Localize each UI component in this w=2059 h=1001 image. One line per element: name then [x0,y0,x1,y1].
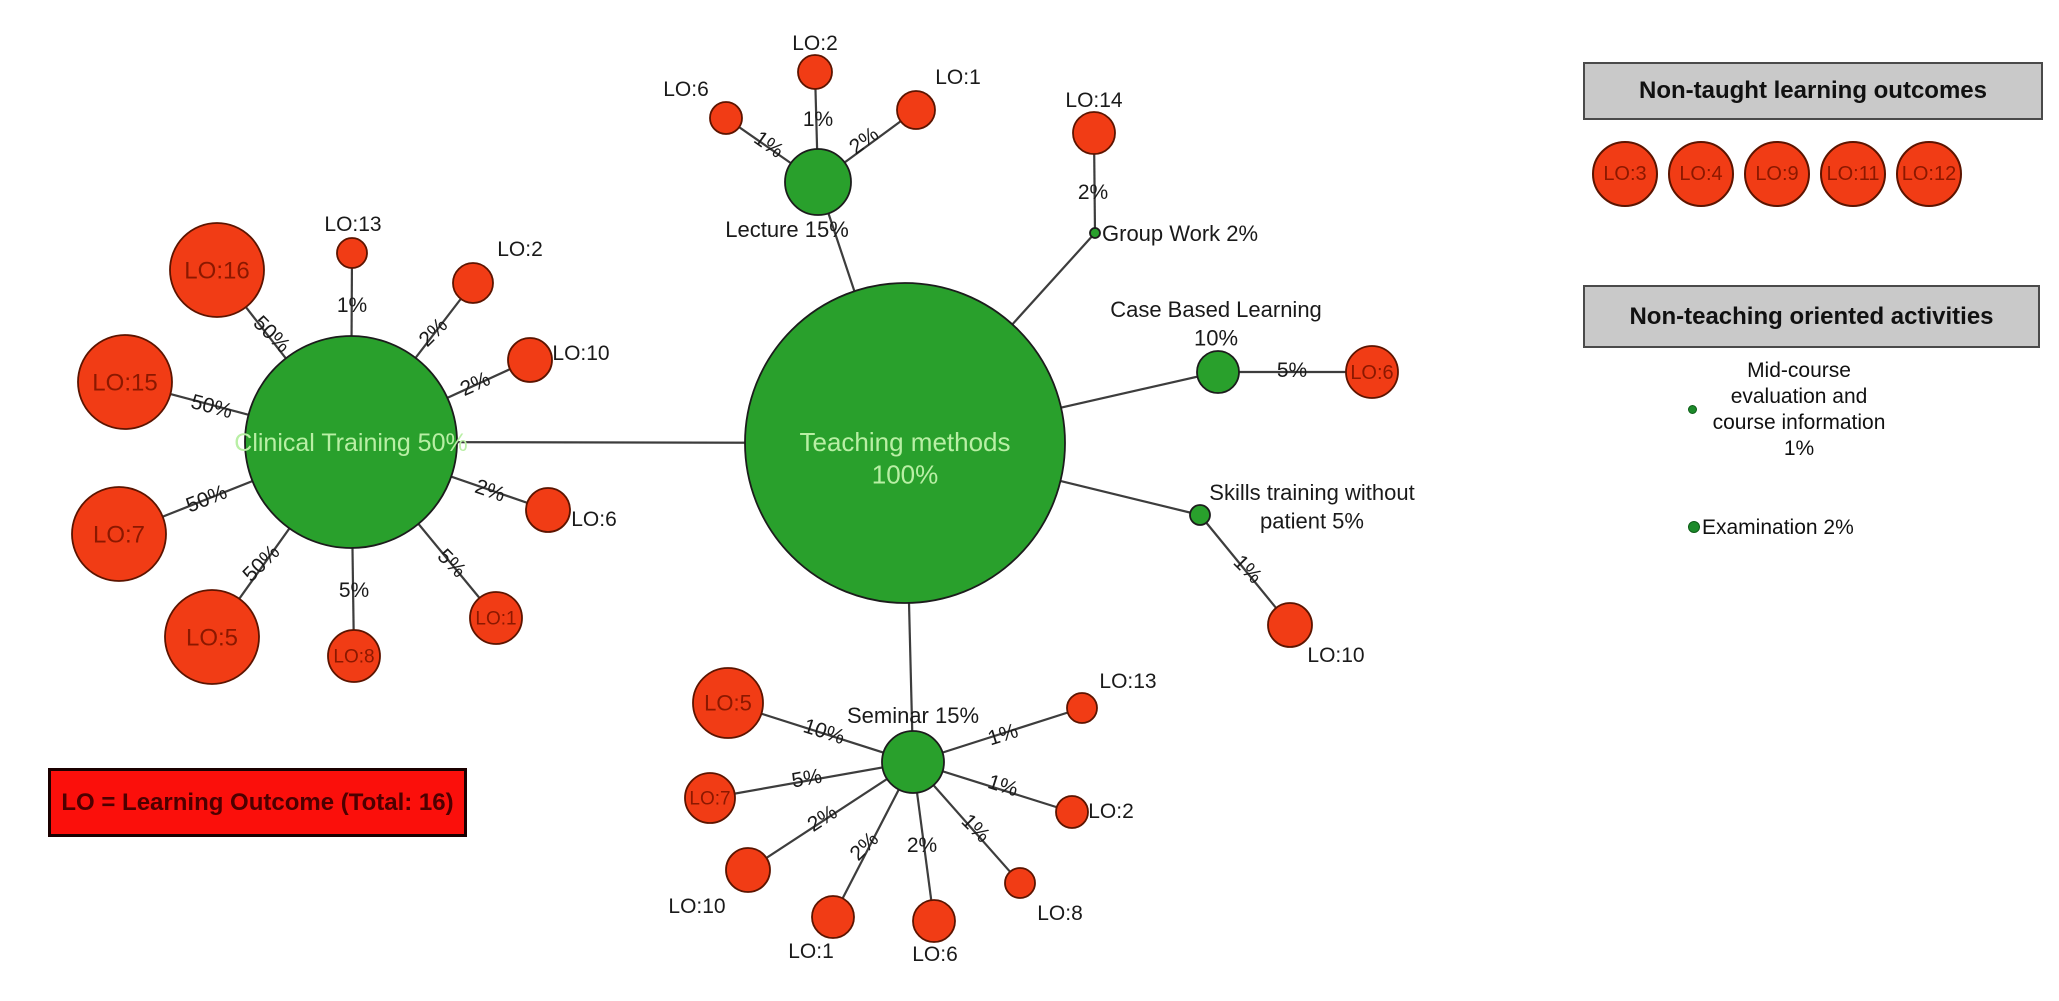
edge-label-lecture-lec_lo2: 1% [803,108,833,131]
node-label-seminar: Seminar 15% [847,703,979,728]
node-cb_lo6 [1345,345,1399,399]
node-label-sk_lo10: LO:10 [1307,644,1364,667]
examination-label: Examination 2% [1702,516,1854,539]
node-label-s_lo13: LO:13 [1099,670,1156,693]
node-label-lo15: LO:15 [92,369,157,396]
node-c_lo7 [71,486,167,582]
node-c_lo2 [452,262,494,304]
node-lec_lo6 [709,101,743,135]
node-c_lo10 [507,337,553,383]
node-label-c_lo13: LO:13 [324,213,381,236]
node-label-lecture: Lecture 15% [725,217,849,242]
edge-label-seminar-s_lo2: 1% [985,770,1021,801]
node-c_lo13 [336,237,368,269]
non-taught-outcome-node: LO:11 [1820,141,1886,207]
node-s_lo1 [811,895,855,939]
node-s_lo2 [1055,795,1089,829]
node-label-casebased: Case Based Learning 10% [1110,297,1322,351]
edge-label-seminar-s_lo13: 1% [985,719,1021,750]
mid-course-evaluation-label: Mid-course evaluation and course informa… [1712,359,1886,460]
node-label-lec_lo1: LO:1 [935,66,981,89]
non-taught-outcome-node: LO:4 [1668,141,1734,207]
node-lec_lo2 [797,54,833,90]
node-s_lo8 [1004,867,1036,899]
edge-label-seminar-s_lo5: 10% [800,714,847,749]
node-s_lo13 [1066,692,1098,724]
node-s_lo10 [725,847,771,893]
examination-dot-icon [1688,521,1700,533]
node-label-c_lo1: LO:1 [475,609,516,630]
node-casebased [1196,350,1240,394]
edge-skills-sk_lo10 [1199,514,1291,626]
node-s_lo5 [692,667,764,739]
node-label-skills: Skills training without patient 5% [1209,480,1414,534]
edge-label-clinical-c_lo6: 2% [472,475,508,507]
node-label-central: Teaching methods 100% [799,427,1010,490]
node-label-c_lo7: LO:7 [93,521,145,548]
edge-label-clinical-c_lo7: 50% [183,481,231,518]
non-taught-outcome-node: LO:12 [1896,141,1962,207]
edge-label-seminar-s_lo8: 1% [957,810,995,848]
node-label-s_lo10: LO:10 [668,895,725,918]
edge-label-clinical-lo15: 50% [188,390,235,423]
node-label-s_lo8: LO:8 [1037,902,1083,925]
node-label-lec_lo6: LO:6 [663,78,709,101]
edge-label-clinical-c_lo8: 5% [339,579,369,602]
node-s_lo7 [684,772,736,824]
node-label-s_lo2: LO:2 [1088,800,1134,823]
node-label-s_lo5: LO:5 [704,691,752,716]
node-label-lo16: LO:16 [184,257,249,284]
node-label-c_lo8: LO:8 [333,647,374,668]
edge-label-seminar-s_lo1: 2% [846,828,884,866]
non-teaching-header: Non-teaching oriented activities [1583,285,2040,348]
node-lo16 [169,222,265,318]
non-taught-outcomes-row: LO:3 LO:4 LO:9 LO:11 LO:12 [1592,141,1962,207]
edge-label-seminar-s_lo7: 5% [790,765,824,793]
non-taught-outcome-node: LO:9 [1744,141,1810,207]
node-label-c_lo2: LO:2 [497,238,543,261]
node-lec_lo1 [896,90,936,130]
node-c_lo8 [327,629,381,683]
node-label-lec_lo2: LO:2 [792,32,838,55]
lo-legend-box: LO = Learning Outcome (Total: 16) [48,768,467,837]
non-taught-header: Non-taught learning outcomes [1583,62,2043,120]
node-lecture [784,148,852,216]
node-c_lo6 [525,487,571,533]
edge-label-clinical-c_lo10: 2% [457,367,494,401]
node-lo14 [1072,111,1116,155]
node-label-c_lo10: LO:10 [552,342,609,365]
edge-label-casebased-cb_lo6: 5% [1277,359,1307,382]
node-clinical [244,335,458,549]
node-label-clinical: Clinical Training 50% [234,429,467,457]
node-label-cb_lo6: LO:6 [1350,362,1393,384]
node-label-s_lo7: LO:7 [689,789,730,810]
node-label-groupwork: Group Work 2% [1102,221,1258,246]
node-sk_lo10 [1267,602,1313,648]
edge-label-groupwork-lo14: 2% [1078,181,1108,204]
edge-label-lecture-lec_lo1: 2% [845,123,883,160]
node-label-s_lo6: LO:6 [912,943,958,966]
node-label-s_lo1: LO:1 [788,940,834,963]
mid-course-dot-icon [1688,405,1697,414]
node-label-lo14: LO:14 [1065,89,1123,112]
node-skills [1189,504,1211,526]
node-s_lo6 [912,899,956,943]
node-seminar [881,730,945,794]
edge-label-clinical-c_lo13: 1% [337,294,367,317]
node-lo15 [77,334,173,430]
edge-seminar-s_lo7 [709,760,914,800]
edge-seminar-s_lo10 [747,761,914,871]
node-central [744,282,1066,604]
node-groupwork [1089,227,1101,239]
non-taught-outcome-node: LO:3 [1592,141,1658,207]
edge-label-clinical-c_lo1: 5% [433,545,471,583]
edge-label-seminar-s_lo6: 2% [907,834,937,857]
node-c_lo1 [469,591,523,645]
edge-label-clinical-c_lo5: 50% [238,540,284,586]
node-label-c_lo5: LO:5 [186,624,238,651]
node-label-c_lo6: LO:6 [571,508,617,531]
node-c_lo5 [164,589,260,685]
